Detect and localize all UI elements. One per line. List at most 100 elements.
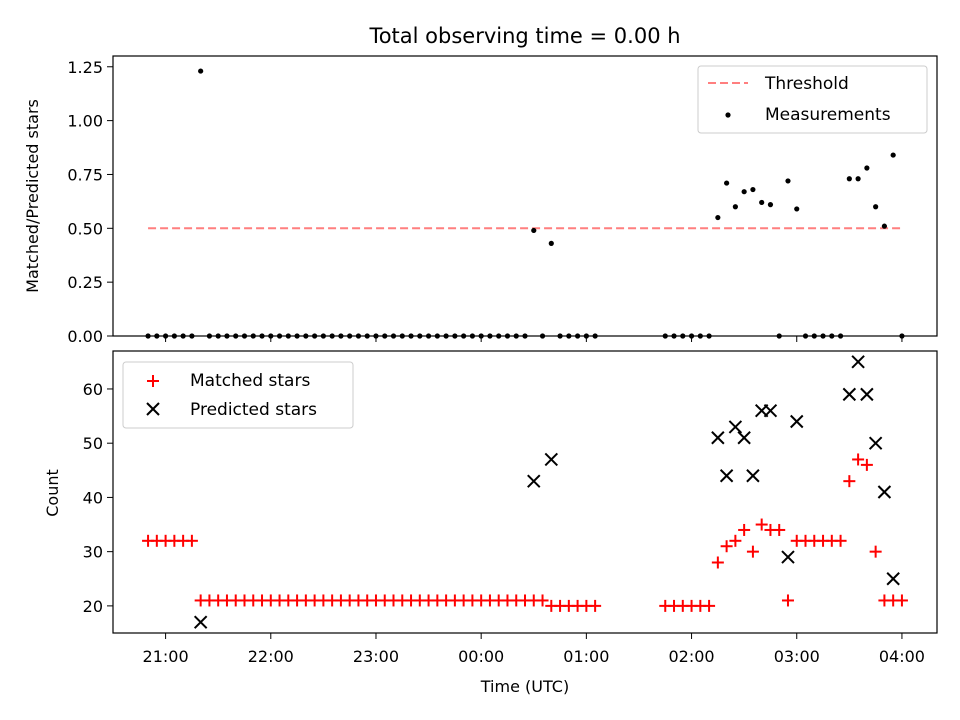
measurement-point bbox=[759, 199, 765, 206]
predicted-star-marker bbox=[868, 436, 883, 450]
measurement-point bbox=[680, 333, 686, 339]
bottom-y-tick-label: 40 bbox=[83, 488, 103, 507]
predicted-x-b bbox=[877, 485, 892, 499]
predicted-x-b bbox=[860, 387, 874, 402]
measurement-point bbox=[461, 333, 467, 339]
measurement-point bbox=[180, 333, 186, 339]
measurement-point bbox=[233, 333, 239, 339]
predicted-x-b bbox=[868, 436, 883, 450]
measurement-point bbox=[206, 333, 213, 339]
measurement-point bbox=[496, 333, 502, 339]
matched-star-marker bbox=[729, 534, 742, 547]
legend-matched-label: Matched stars bbox=[190, 371, 310, 391]
top-legend: Threshold Measurements bbox=[697, 65, 928, 134]
top-chart-title: Total observing time = 0.00 h bbox=[368, 24, 680, 48]
matched-star-marker bbox=[781, 594, 794, 607]
measurement-point bbox=[715, 214, 721, 221]
predicted-x-b bbox=[719, 469, 734, 483]
legend-predicted-label: Predicted stars bbox=[190, 400, 317, 420]
measurement-point bbox=[846, 176, 852, 182]
measurement-point bbox=[802, 333, 809, 339]
measurement-point bbox=[347, 333, 353, 339]
measurement-point bbox=[364, 333, 370, 339]
measurement-point bbox=[785, 178, 791, 184]
measurement-point bbox=[671, 333, 677, 339]
matched-star-marker bbox=[860, 458, 873, 471]
bottom-legend: Matched stars Predicted stars bbox=[122, 361, 354, 429]
measurement-point bbox=[355, 333, 362, 339]
measurement-point bbox=[890, 152, 896, 158]
measurement-point bbox=[776, 333, 782, 339]
predicted-x-b bbox=[842, 387, 857, 402]
measurement-point bbox=[373, 333, 379, 339]
predicted-star-marker bbox=[737, 431, 751, 445]
measurement-point bbox=[198, 68, 204, 74]
matched-star-marker bbox=[185, 534, 198, 547]
matched-star-marker bbox=[834, 534, 847, 547]
bottom-x-tick-label: 21:00 bbox=[143, 647, 189, 666]
measurement-point bbox=[811, 333, 817, 339]
measurement-point bbox=[162, 333, 169, 339]
matched-star-marker bbox=[746, 545, 759, 558]
bottom-x-tick-label: 22:00 bbox=[248, 647, 294, 666]
bottom-plot-frame bbox=[112, 350, 938, 634]
bottom-y-axis-label: Count bbox=[43, 469, 62, 517]
predicted-star-marker bbox=[877, 485, 892, 499]
measurement-point bbox=[767, 202, 774, 208]
measurement-point bbox=[399, 333, 405, 339]
top-y-tick-label: 0.50 bbox=[67, 219, 103, 238]
bottom-x-tick-label: 02:00 bbox=[668, 647, 714, 666]
predicted-x-b bbox=[781, 550, 795, 564]
measurement-point bbox=[320, 333, 326, 339]
predicted-star-marker bbox=[728, 420, 743, 434]
measurement-point bbox=[469, 333, 476, 339]
predicted-x-b bbox=[527, 474, 541, 488]
measurement-point bbox=[548, 240, 554, 246]
predicted-x-b bbox=[544, 452, 559, 467]
top-y-tick-label: 0.25 bbox=[67, 273, 103, 292]
measurement-point bbox=[794, 206, 800, 212]
top-legend-frame bbox=[697, 65, 928, 134]
bottom-y-tick-label: 50 bbox=[83, 434, 103, 453]
measurement-point bbox=[145, 333, 151, 339]
measurement-point bbox=[829, 333, 835, 339]
measurement-point bbox=[382, 333, 388, 339]
measurement-point bbox=[294, 333, 300, 339]
measurement-point bbox=[268, 333, 274, 339]
predicted-star-marker bbox=[527, 474, 541, 488]
predicted-x-b bbox=[746, 469, 760, 483]
measurement-point bbox=[417, 333, 423, 339]
matched-star-marker bbox=[738, 523, 751, 536]
predicted-star-marker bbox=[860, 387, 874, 402]
measurement-point bbox=[241, 333, 248, 339]
predicted-star-marker bbox=[886, 572, 900, 586]
measurement-point bbox=[741, 189, 747, 195]
measurement-point bbox=[531, 227, 537, 234]
measurement-point bbox=[539, 333, 546, 339]
measurement-point bbox=[434, 333, 440, 339]
measurement-point bbox=[592, 333, 598, 339]
measurement-point bbox=[312, 333, 318, 339]
matched-star-marker bbox=[720, 540, 733, 553]
measurement-point bbox=[303, 333, 309, 339]
measurement-point bbox=[899, 333, 905, 339]
measurement-point bbox=[215, 333, 221, 339]
predicted-star-marker bbox=[851, 355, 865, 369]
predicted-star-marker bbox=[790, 414, 804, 429]
x-axis-label: Time (UTC) bbox=[480, 677, 569, 696]
measurement-point bbox=[408, 333, 414, 339]
measurement-point bbox=[452, 333, 458, 339]
matched-star-marker bbox=[711, 556, 724, 569]
predicted-x-b bbox=[193, 615, 208, 629]
predicted-star-marker bbox=[711, 431, 725, 445]
measurement-point bbox=[154, 333, 160, 339]
measurement-point bbox=[574, 333, 581, 339]
measurement-point bbox=[820, 333, 826, 339]
measurement-point bbox=[250, 333, 256, 339]
predicted-star-marker bbox=[544, 452, 559, 467]
bottom-legend-frame bbox=[122, 361, 354, 429]
measurement-point bbox=[276, 333, 283, 339]
top-y-tick-label: 0.75 bbox=[67, 165, 103, 184]
legend-measurements-label: Measurements bbox=[765, 105, 891, 125]
